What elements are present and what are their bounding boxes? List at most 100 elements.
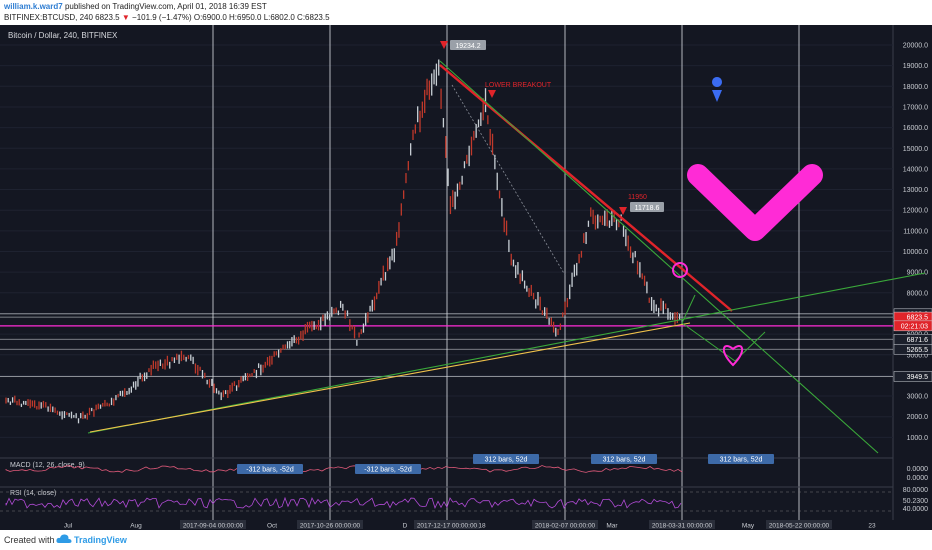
y-tick-label: 2000.0 <box>907 414 929 421</box>
macd-pane-label: MACD (12, 26, close, 9) <box>10 462 85 469</box>
x-tick-label: 2017-10-26 00:00:00 <box>300 523 361 530</box>
measure-label-text: 312 bars, 52d <box>603 457 646 464</box>
rsi-line <box>5 496 682 510</box>
tradingview-brand[interactable]: TradingView <box>74 535 127 545</box>
x-tick-label: 2017-09-04 00:00:00 <box>183 523 244 530</box>
x-tick-box <box>180 520 246 529</box>
projection-path <box>681 322 766 362</box>
chart-title: Bitcoin / Dollar, 240, BITFINEX <box>8 31 118 40</box>
y-tick-label: 14000.0 <box>903 166 928 173</box>
author-link[interactable]: william.k.ward7 <box>4 2 63 11</box>
down-arrow-icon: ▼ <box>121 13 130 22</box>
y-tick-label: 1000.0 <box>907 435 929 442</box>
level-tag-text: 5265.5 <box>907 347 929 354</box>
created-with-text: Created with <box>4 535 55 545</box>
header-line-1: william.k.ward7 published on TradingView… <box>4 2 267 11</box>
macd-tick-label: 0.0000 <box>907 466 929 473</box>
x-tick-box <box>414 520 480 529</box>
level-tag-text: 6823.5 <box>907 315 929 322</box>
measure-label-text: 312 bars, 52d <box>720 457 763 464</box>
x-tick-label: Oct <box>267 523 277 530</box>
dotted-line <box>451 84 566 276</box>
x-tick-label: 2018-03-31 00:00:00 <box>652 523 713 530</box>
level-tag-box <box>893 320 932 332</box>
peak2-label-box <box>630 202 664 212</box>
red-price-label: 11950 <box>628 194 647 201</box>
checkmark-icon <box>687 164 823 241</box>
y-tick-label: 19000.0 <box>903 63 928 70</box>
rsi-tick-label: 40.0000 <box>903 506 928 513</box>
tradingview-cloud-icon <box>56 534 72 543</box>
peak-label-text: 19234.2 <box>455 43 480 50</box>
rsi-tick-label: 80.0000 <box>903 487 928 494</box>
resistance-line-red <box>439 64 733 312</box>
publish-header: william.k.ward7 published on TradingView… <box>0 0 932 25</box>
y-tick-label: 11000.0 <box>903 228 928 235</box>
measure-label-box <box>473 454 539 464</box>
y-tick-label: 9000.0 <box>907 270 929 277</box>
x-tick-box <box>532 520 598 529</box>
location-pin-icon <box>712 77 723 102</box>
y-tick-label: 5000.0 <box>907 352 929 359</box>
trend-line-green-down <box>439 60 879 454</box>
breakout-marker-icon <box>488 90 496 98</box>
x-tick-label: 23 <box>868 523 876 530</box>
x-tick-box <box>766 520 832 529</box>
x-tick-label: 2018-05-22 00:00:00 <box>769 523 830 530</box>
x-tick-label: Jul <box>64 523 73 530</box>
x-tick-label: 18 <box>478 523 486 530</box>
y-tick-label: 3000.0 <box>907 394 929 401</box>
level-tag-box <box>893 344 932 355</box>
x-tick-box <box>297 520 363 529</box>
x-tick-box <box>649 520 715 529</box>
x-tick-label: Aug <box>130 523 142 530</box>
y-tick-label: 16000.0 <box>903 125 928 132</box>
change-text: −101.9 (−1.47%) <box>132 13 192 22</box>
breakout-annotation: LOWER BREAKOUT <box>485 82 552 89</box>
x-tick-label: 2017-12-17 00:00:00 <box>417 523 478 530</box>
published-text: published on TradingView.com, April 01, … <box>64 2 267 11</box>
magenta-circle-icon <box>672 262 688 278</box>
chart-canvas[interactable]: 20000.0 19000.0 18000.0 17000.0 16000.0 15000… <box>0 25 932 530</box>
x-tick-label: D <box>403 523 408 530</box>
measure-label-box <box>591 454 657 464</box>
level-tag-text: 3949.5 <box>907 374 929 381</box>
macd-line <box>5 465 683 473</box>
last-price: 6823.5 <box>95 13 120 22</box>
y-tick-label: 8000.0 <box>907 290 929 297</box>
header-line-2: BITFINEX:BTCUSD, 240 6823.5 ▼ −101.9 (−1… <box>4 13 330 22</box>
peak-marker-icon <box>440 41 448 49</box>
x-tick-label: Mar <box>606 523 618 530</box>
peak2-label-text: 11718.6 <box>635 205 660 212</box>
trend-line-green-up <box>87 272 926 434</box>
level-tag-box <box>893 371 932 382</box>
y-tick-label: 12000.0 <box>903 208 928 215</box>
x-tick-label: May <box>742 523 755 530</box>
y-tick-label: 17000.0 <box>903 104 928 111</box>
peak-label-box <box>450 40 486 50</box>
peak2-marker-icon <box>619 207 627 215</box>
y-tick-label: 13000.0 <box>903 187 928 194</box>
measure-label-text: -312 bars, -52d <box>246 467 294 474</box>
symbol-text: BITFINEX:BTCUSD, 240 <box>4 13 93 22</box>
x-tick-label: 2018-02-07 00:00:00 <box>535 523 596 530</box>
ohlc-text: O:6900.0 H:6950.0 L:6802.0 C:6823.5 <box>193 13 330 22</box>
macd-tick-label: 0.0000 <box>907 475 929 482</box>
measure-label-box <box>355 464 421 474</box>
rsi-tick-label: 50.2300 <box>903 498 928 505</box>
measure-label-text: -312 bars, -52d <box>364 467 412 474</box>
heart-icon <box>723 345 743 367</box>
y-tick-label: 15000.0 <box>903 146 928 153</box>
level-tag-text: 6871.6 <box>907 337 929 344</box>
footer: Created with TradingView <box>0 530 932 550</box>
price-chart[interactable]: 20000.0 19000.0 18000.0 17000.0 16000.0 15000… <box>0 25 932 530</box>
y-tick-label: 18000.0 <box>903 84 928 91</box>
measure-label-box <box>237 464 303 474</box>
level-tag-text: 02:21:03 <box>901 323 928 330</box>
measure-label-text: 312 bars, 52d <box>485 457 528 464</box>
y-tick-label: 10000.0 <box>903 249 928 256</box>
rsi-pane-label: RSI (14, close) <box>10 490 56 497</box>
arrow-up-short <box>681 294 696 324</box>
y-tick-label: 20000.0 <box>903 43 928 50</box>
candles-group <box>5 59 681 424</box>
